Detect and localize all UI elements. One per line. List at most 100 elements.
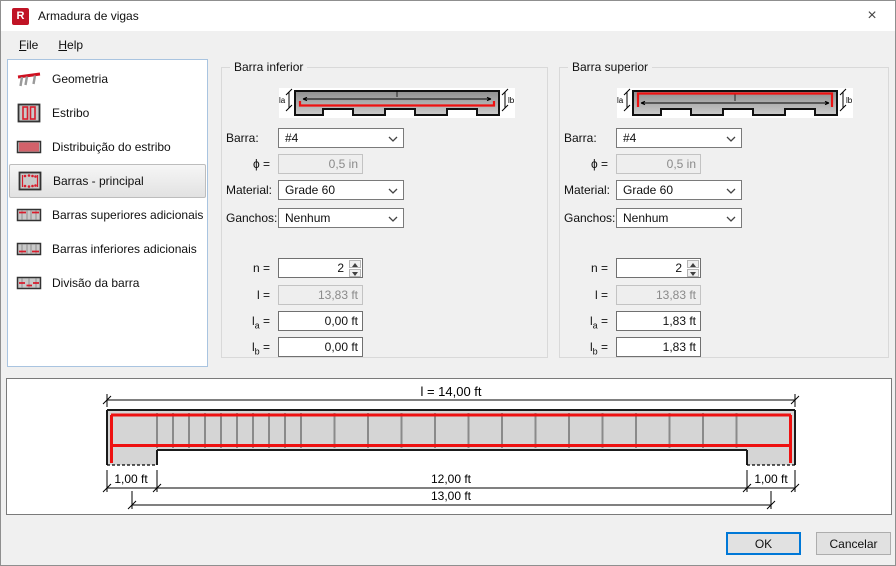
spin-up-button[interactable] [687, 260, 699, 268]
group-box-barra-superior: Barra superior l la lb Barra: #4 ϕ = 0,5… [559, 60, 889, 358]
inset-lb-label: lb [508, 96, 515, 105]
chevron-down-icon [388, 216, 398, 222]
chevron-down-icon [726, 216, 736, 222]
barra-value: #4 [285, 131, 299, 145]
cancel-button[interactable]: Cancelar [816, 532, 891, 555]
la-field[interactable]: 1,83 ft [616, 311, 701, 331]
barra-select[interactable]: #4 [616, 128, 742, 148]
sidebar-item-label: Estribo [52, 106, 90, 120]
barra-label: Barra: [564, 131, 597, 145]
spin-down-button[interactable] [349, 269, 361, 277]
l-field: 13,83 ft [278, 285, 363, 305]
beam-elevation-diagram: l = 14,00 ft 1,00 ft 12,00 ft 1,00 ft 13,00 … [6, 378, 892, 515]
app-logo-icon: R [12, 7, 29, 25]
group-box-barra-inferior: Barra inferior l la lb Barra: #4 ϕ = 0,5… [221, 60, 548, 358]
sidebar-item-barras-superiores-adicionais[interactable]: Barras superiores adicionais [9, 198, 206, 232]
additional-top-bars-icon [16, 208, 42, 222]
la-field[interactable]: 0,00 ft [278, 311, 363, 331]
chevron-down-icon [726, 136, 736, 142]
phi-field: 0,5 in [278, 154, 363, 174]
geometry-icon [17, 72, 41, 87]
bar-division-icon [16, 276, 42, 290]
main-bars-icon [18, 171, 42, 191]
sidebar: Geometria Estribo Distribuição do estrib… [7, 59, 208, 367]
phi-label: ϕ = [252, 157, 270, 171]
inset-la-label: la [617, 96, 624, 105]
n-stepper[interactable]: 2 [616, 258, 701, 278]
ganchos-select[interactable]: Nenhum [616, 208, 742, 228]
lb-label: lb = [589, 340, 608, 357]
material-label: Material: [226, 183, 273, 197]
menu-file[interactable]: File [19, 37, 39, 52]
beam-inset-diagram-top-bar: l la lb [617, 88, 853, 118]
barra-value: #4 [623, 131, 637, 145]
close-icon[interactable]: × [867, 7, 877, 24]
sidebar-item-label: Barras superiores adicionais [52, 208, 204, 222]
sidebar-item-label: Barras - principal [53, 174, 144, 188]
n-label: n = [590, 261, 608, 275]
group-box-title: Barra inferior [230, 60, 308, 74]
la-label: la = [589, 314, 608, 331]
spin-up-button[interactable] [349, 260, 361, 268]
sidebar-item-label: Geometria [52, 72, 109, 86]
group-box-title: Barra superior [568, 60, 653, 74]
n-value: 2 [675, 261, 682, 275]
ganchos-value: Nenhum [623, 211, 669, 225]
n-value: 2 [337, 261, 344, 275]
sidebar-item-barras-inferiores-adicionais[interactable]: Barras inferiores adicionais [9, 232, 206, 266]
lb-label: lb = [251, 340, 270, 357]
material-value: Grade 60 [285, 183, 336, 197]
beam-inset-diagram-bottom-bar: l la lb [279, 88, 515, 118]
menu-bar: File Help [1, 31, 895, 58]
ganchos-value: Nenhum [285, 211, 331, 225]
ganchos-select[interactable]: Nenhum [278, 208, 404, 228]
phi-field: 0,5 in [616, 154, 701, 174]
barra-label: Barra: [226, 131, 259, 145]
lb-field[interactable]: 1,83 ft [616, 337, 701, 357]
material-value: Grade 60 [623, 183, 674, 197]
span-label: 12,00 ft [431, 472, 472, 486]
ok-button[interactable]: OK [726, 532, 801, 555]
n-label: n = [252, 261, 270, 275]
sidebar-item-label: Barras inferiores adicionais [52, 242, 197, 256]
stirrup-icon [17, 103, 41, 123]
inset-l-label: l [734, 93, 736, 103]
sidebar-item-geometria[interactable]: Geometria [9, 62, 206, 96]
inset-la-label: la [279, 96, 286, 105]
menu-help[interactable]: Help [58, 37, 84, 52]
sidebar-item-divisao-da-barra[interactable]: Divisão da barra [9, 266, 206, 300]
sidebar-item-distribuicao-do-estribo[interactable]: Distribuição do estribo [9, 130, 206, 164]
chevron-down-icon [388, 188, 398, 194]
phi-label: ϕ = [590, 157, 608, 171]
l-field: 13,83 ft [616, 285, 701, 305]
sidebar-item-label: Distribuição do estribo [52, 140, 171, 154]
right-offset-label: 1,00 ft [754, 472, 788, 486]
l-label: l = [256, 288, 270, 302]
n-stepper[interactable]: 2 [278, 258, 363, 278]
overall-length-label: 13,00 ft [431, 489, 472, 503]
material-select[interactable]: Grade 60 [616, 180, 742, 200]
ganchos-label: Ganchos: [564, 211, 616, 225]
stirrup-distribution-icon [16, 140, 42, 154]
chevron-down-icon [388, 136, 398, 142]
inset-lb-label: lb [846, 96, 853, 105]
lb-field[interactable]: 0,00 ft [278, 337, 363, 357]
material-label: Material: [564, 183, 611, 197]
ganchos-label: Ganchos: [226, 211, 278, 225]
sidebar-item-label: Divisão da barra [52, 276, 140, 290]
total-length-label: l = 14,00 ft [420, 384, 481, 399]
l-label: l = [594, 288, 608, 302]
la-label: la = [251, 314, 270, 331]
inset-l-label: l [396, 89, 398, 99]
material-select[interactable]: Grade 60 [278, 180, 404, 200]
barra-select[interactable]: #4 [278, 128, 404, 148]
spin-down-button[interactable] [687, 269, 699, 277]
additional-bottom-bars-icon [16, 242, 42, 256]
chevron-down-icon [726, 188, 736, 194]
sidebar-item-barras-principal[interactable]: Barras - principal [9, 164, 206, 198]
sidebar-item-estribo[interactable]: Estribo [9, 96, 206, 130]
window-title: Armadura de vigas [38, 9, 139, 23]
title-bar: R Armadura de vigas × [1, 1, 895, 31]
left-offset-label: 1,00 ft [114, 472, 148, 486]
